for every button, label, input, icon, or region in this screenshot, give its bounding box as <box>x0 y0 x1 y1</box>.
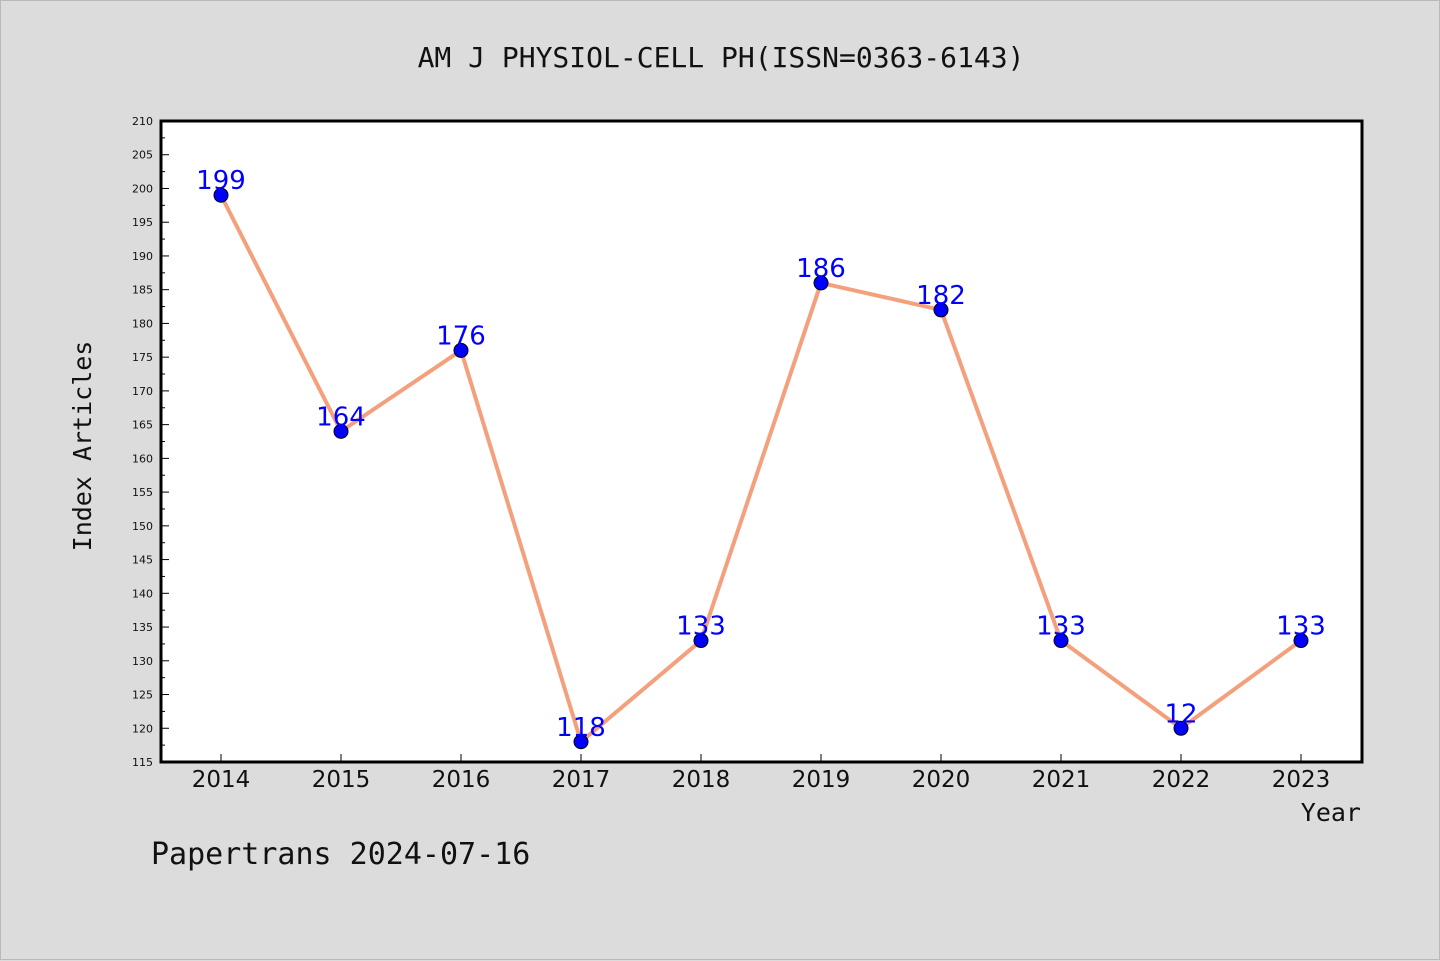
x-tick-label: 2016 <box>432 767 491 793</box>
data-label: 199 <box>196 166 246 196</box>
x-axis: 2014 2015 2016 2017 2018 2019 2020 2021 2022 2023 <box>192 754 1331 793</box>
y-tick-label: 150 <box>132 520 153 533</box>
x-tick-label: 2015 <box>312 767 371 793</box>
data-label: 176 <box>436 321 486 351</box>
data-point <box>693 633 709 649</box>
data-label: 133 <box>1036 612 1086 642</box>
x-tick-label: 2021 <box>1032 767 1091 793</box>
y-tick-label: 155 <box>132 486 153 499</box>
y-tick-label: 195 <box>132 216 153 229</box>
data-label-group: 199 164 176 118 133 186 182 133 12 133 <box>196 166 1326 743</box>
y-tick-label: 140 <box>132 587 153 600</box>
data-point <box>813 275 829 291</box>
y-tick-label: 120 <box>132 722 153 735</box>
x-axis-label: Year <box>1301 798 1361 827</box>
y-axis-label: Index Articles <box>68 341 97 552</box>
plot-area <box>159 119 1364 764</box>
data-label: 133 <box>676 612 726 642</box>
data-label: 182 <box>916 281 966 311</box>
series-line <box>219 194 1303 744</box>
data-point-group <box>213 187 1309 750</box>
x-tick-label: 2023 <box>1272 767 1331 793</box>
y-tick-label: 165 <box>132 419 153 432</box>
y-tick-label: 210 <box>132 115 153 128</box>
footer-text: Papertrans 2024-07-16 <box>151 837 530 872</box>
data-label: 12 <box>1164 699 1197 729</box>
y-tick-label: 175 <box>132 351 153 364</box>
y-tick-label: 125 <box>132 689 153 702</box>
y-tick-label: 190 <box>132 250 153 263</box>
data-point <box>933 302 949 318</box>
y-tick-label: 185 <box>132 284 153 297</box>
data-point <box>333 423 349 439</box>
y-tick-label: 180 <box>132 317 153 330</box>
data-point <box>1293 633 1309 649</box>
data-point <box>453 342 469 358</box>
y-tick-label: 130 <box>132 655 153 668</box>
data-label: 186 <box>796 254 846 284</box>
y-axis: 115 120 125 130 135 140 145 150 155 160 165 170 175 1… <box>132 115 169 769</box>
data-point <box>1053 633 1069 649</box>
y-tick-label: 135 <box>132 621 153 634</box>
data-label: 164 <box>316 402 366 432</box>
x-tick-label: 2020 <box>912 767 971 793</box>
x-tick-label: 2017 <box>552 767 611 793</box>
chart-title: AM J PHYSIOL-CELL PH(ISSN=0363-6143) <box>418 41 1025 74</box>
data-point <box>1173 720 1189 736</box>
x-tick-label: 2018 <box>672 767 731 793</box>
y-tick-label: 205 <box>132 149 153 162</box>
data-label: 133 <box>1276 612 1326 642</box>
data-point <box>213 187 229 203</box>
data-point <box>573 734 589 750</box>
x-tick-label: 2014 <box>192 767 251 793</box>
y-tick-label: 160 <box>132 452 153 465</box>
y-tick-label: 145 <box>132 554 153 567</box>
x-tick-label: 2019 <box>792 767 851 793</box>
x-tick-label: 2022 <box>1152 767 1211 793</box>
y-tick-label: 170 <box>132 385 153 398</box>
series-line-group <box>219 194 1303 744</box>
data-label: 118 <box>556 713 606 743</box>
y-tick-label: 115 <box>132 756 153 769</box>
y-tick-label: 200 <box>132 182 153 195</box>
